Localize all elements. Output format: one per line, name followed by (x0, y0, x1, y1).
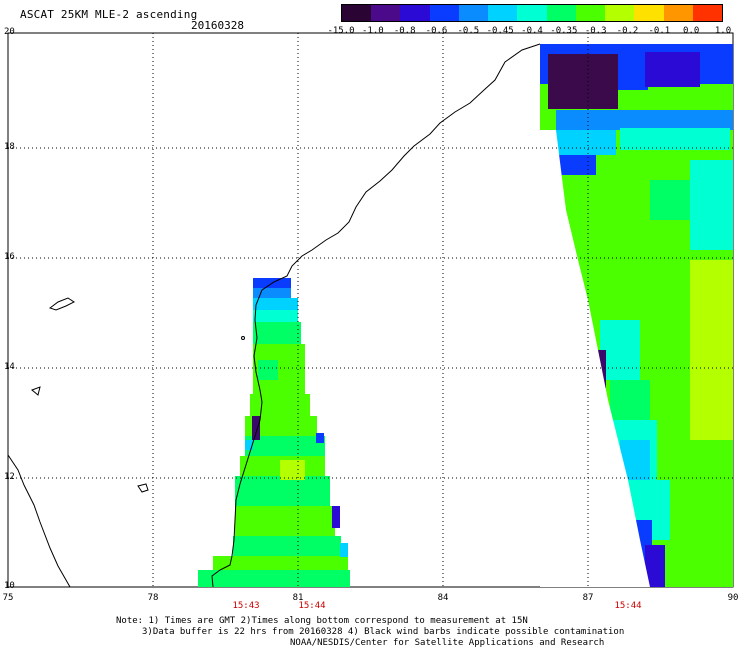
colorbar-tick-label: -0.6 (425, 26, 448, 36)
colorbar-segment (605, 5, 635, 21)
latitude-label: 20 (4, 27, 15, 37)
coastline (211, 43, 541, 588)
colorbar-labels: -15.0 -1.0 -0.8 -0.6 -0.5 -0.45 -0.4 -0.35 -0.3-… (327, 26, 732, 38)
latitude-label: 10 (4, 581, 15, 591)
western-coast (7, 454, 71, 588)
colorbar-segment (371, 5, 401, 21)
colorbar-segment (634, 5, 664, 21)
colorbar-tick-label: -0.35 (550, 26, 578, 36)
colorbar-tick-label: -0.5 (457, 26, 480, 36)
swath-east (540, 44, 733, 587)
colorbar-segment (429, 5, 459, 21)
map-title: ASCAT 25KM MLE-2 ascending (20, 8, 198, 21)
colorbar-tick-label: 1.0 (714, 26, 732, 36)
colorbar-segment (663, 5, 693, 21)
note-line-1: Note: 1) Times are GMT 2)Times along bot… (116, 616, 528, 626)
colorbar-segment (692, 5, 723, 21)
colorbar-segment (458, 5, 489, 21)
colorbar (341, 4, 723, 22)
colorbar-tick-label: -15.0 (327, 26, 355, 36)
pass-time-label: 15:44 (614, 601, 642, 611)
longitude-label: 90 (727, 593, 739, 603)
latitude-label: 12 (4, 472, 15, 482)
colorbar-tick-label: 0.0 (683, 26, 700, 36)
colorbar-tick-label: -0.2 (616, 26, 639, 36)
colorbar-tick-label: -0.1 (648, 26, 671, 36)
note-line-2: 3)Data buffer is 22 hrs from 20160328 4)… (142, 627, 625, 637)
colorbar-tick-label: -0.4 (521, 26, 543, 36)
colorbar-tick-label: -0.45 (486, 26, 514, 36)
colorbar-segment (400, 5, 430, 21)
note-line-3: NOAA/NESDIS/Center for Satellite Applica… (290, 638, 605, 648)
map-date: 20160328 (191, 19, 244, 32)
swath-west (198, 278, 350, 587)
islands (31, 297, 245, 493)
longitude-label: 75 (2, 593, 14, 603)
colorbar-tick-label: -0.8 (393, 26, 416, 36)
colorbar-segment (488, 5, 518, 21)
colorbar-segment (546, 5, 576, 21)
colorbar-segment (517, 5, 547, 21)
latitude-label: 14 (4, 362, 15, 372)
colorbar-segment (575, 5, 606, 21)
colorbar-tick-label: -0.3 (584, 26, 607, 36)
longitude-label: 78 (147, 593, 159, 603)
pass-time-label: 15:44 (298, 601, 326, 611)
pass-time-label: 15:43 (232, 601, 260, 611)
longitude-label: 81 (292, 593, 304, 603)
latitude-label: 16 (4, 252, 15, 262)
colorbar-tick-label: -1.0 (361, 26, 384, 36)
latitude-label: 18 (4, 142, 15, 152)
longitude-label: 84 (437, 593, 449, 603)
colorbar-segment (342, 5, 372, 21)
longitude-label: 87 (582, 593, 594, 603)
grid (8, 33, 733, 587)
